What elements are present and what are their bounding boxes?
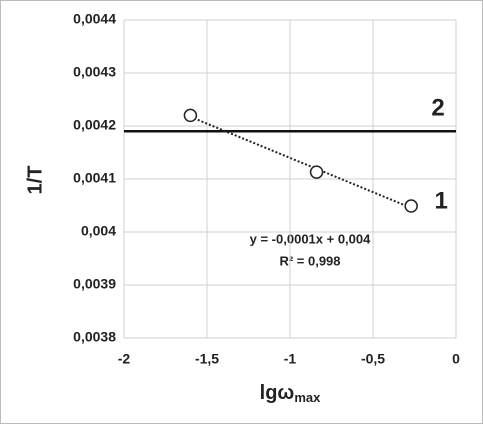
x-tick-label: -2: [118, 351, 131, 367]
y-tick-label: 0,0042: [73, 117, 116, 133]
point: [309, 165, 324, 179]
y-tick-label: 0,0043: [73, 64, 116, 80]
y-tick-label: 0,0044: [73, 11, 116, 27]
x-axis-label-sub: max: [294, 390, 321, 405]
y-tick-label: 0,0038: [73, 329, 116, 345]
point: [183, 108, 198, 123]
x-axis-label: lgωmax: [260, 382, 321, 405]
x-tick-label: -1: [284, 351, 297, 367]
y-axis-label: 1/T: [24, 166, 46, 195]
x-tick-label: -1,5: [195, 351, 219, 367]
y-tick-label: 0,004: [81, 223, 116, 239]
x-tick-label: -0,5: [361, 351, 385, 367]
reference-label: 2: [431, 95, 444, 122]
equation: y = -0,0001x + 0,004: [250, 231, 371, 246]
point: [404, 199, 418, 213]
x-tick-label: 0: [452, 351, 460, 367]
series-label: 1: [435, 187, 448, 214]
x-axis-label-main: lgω: [260, 382, 295, 404]
y-tick-label: 0,0041: [73, 170, 116, 186]
r-squared: R² = 0,998: [279, 253, 340, 268]
y-tick-label: 0,0039: [73, 276, 116, 292]
